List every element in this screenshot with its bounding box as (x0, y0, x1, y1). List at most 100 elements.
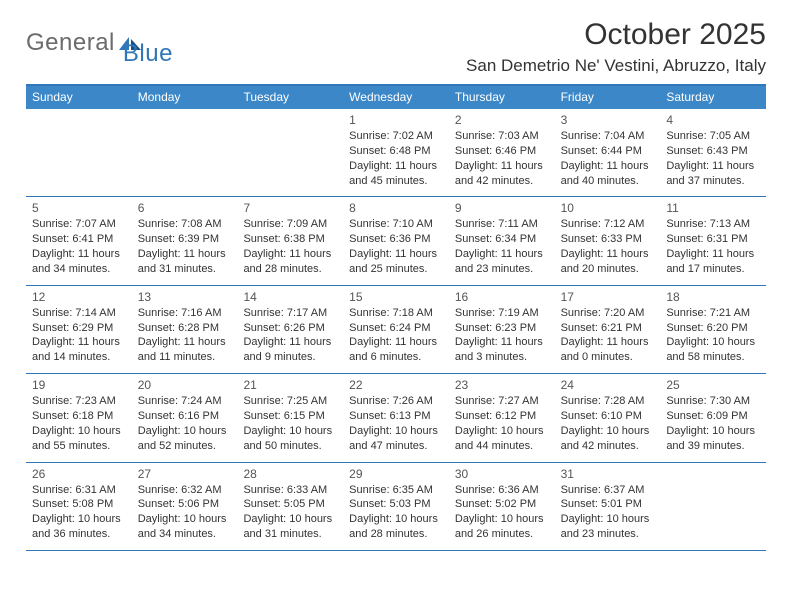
daylight-line: Daylight: 10 hours (243, 424, 336, 439)
sunrise-line: Sunrise: 7:14 AM (32, 306, 125, 321)
daylight-line: Daylight: 11 hours (138, 335, 231, 350)
sunset-line: Sunset: 6:48 PM (349, 144, 442, 159)
sunrise-line: Sunrise: 7:23 AM (32, 394, 125, 409)
daylight-line: and 3 minutes. (455, 350, 548, 365)
day-cell: 4Sunrise: 7:05 AMSunset: 6:43 PMDaylight… (660, 109, 766, 196)
sunrise-line: Sunrise: 7:04 AM (561, 129, 654, 144)
day-number: 13 (138, 290, 231, 304)
daylight-line: Daylight: 10 hours (32, 424, 125, 439)
day-number: 19 (32, 378, 125, 392)
day-cell: 3Sunrise: 7:04 AMSunset: 6:44 PMDaylight… (555, 109, 661, 196)
day-cell: 7 Sunrise: 7:09 AMSunset: 6:38 PMDaylight… (237, 197, 343, 284)
sunset-line: Sunset: 6:38 PM (243, 232, 336, 247)
daylight-line: and 14 minutes. (32, 350, 125, 365)
daylight-line: and 40 minutes. (561, 174, 654, 189)
sunset-line: Sunset: 6:15 PM (243, 409, 336, 424)
day-number: 1 (349, 113, 442, 127)
daylight-line: Daylight: 11 hours (455, 247, 548, 262)
daylight-line: and 36 minutes. (32, 527, 125, 542)
daylight-line: Daylight: 11 hours (561, 159, 654, 174)
day-cell: 10Sunrise: 7:12 AMSunset: 6:33 PMDayligh… (555, 197, 661, 284)
day-number: 21 (243, 378, 336, 392)
daylight-line: and 42 minutes. (455, 174, 548, 189)
daylight-line: Daylight: 11 hours (349, 159, 442, 174)
day-number: 10 (561, 201, 654, 215)
day-cell: 2Sunrise: 7:03 AMSunset: 6:46 PMDaylight… (449, 109, 555, 196)
sunset-line: Sunset: 6:21 PM (561, 321, 654, 336)
daylight-line: and 25 minutes. (349, 262, 442, 277)
day-cell: 5Sunrise: 7:07 AMSunset: 6:41 PMDaylight… (26, 197, 132, 284)
sunset-line: Sunset: 6:34 PM (455, 232, 548, 247)
daylight-line: Daylight: 11 hours (32, 335, 125, 350)
daylight-line: and 6 minutes. (349, 350, 442, 365)
sunrise-line: Sunrise: 7:07 AM (32, 217, 125, 232)
location-label: San Demetrio Ne' Vestini, Abruzzo, Italy (466, 56, 766, 76)
day-cell: 14Sunrise: 7:17 AMSunset: 6:26 PMDayligh… (237, 286, 343, 373)
day-cell: 12Sunrise: 7:14 AMSunset: 6:29 PMDayligh… (26, 286, 132, 373)
day-cell: 25Sunrise: 7:30 AMSunset: 6:09 PMDayligh… (660, 374, 766, 461)
day-number: 23 (455, 378, 548, 392)
daylight-line: Daylight: 10 hours (349, 512, 442, 527)
sunrise-line: Sunrise: 7:26 AM (349, 394, 442, 409)
sunset-line: Sunset: 6:26 PM (243, 321, 336, 336)
sunrise-line: Sunrise: 7:11 AM (455, 217, 548, 232)
day-cell: 22Sunrise: 7:26 AMSunset: 6:13 PMDayligh… (343, 374, 449, 461)
daylight-line: Daylight: 11 hours (666, 159, 759, 174)
day-number: 7 (243, 201, 336, 215)
month-title: October 2025 (466, 18, 766, 52)
weekday-header: Monday (132, 86, 238, 109)
sunset-line: Sunset: 6:28 PM (138, 321, 231, 336)
daylight-line: and 34 minutes. (32, 262, 125, 277)
daylight-line: and 28 minutes. (243, 262, 336, 277)
sunrise-line: Sunrise: 7:16 AM (138, 306, 231, 321)
sunrise-line: Sunrise: 6:36 AM (455, 483, 548, 498)
sunrise-line: Sunrise: 6:31 AM (32, 483, 125, 498)
sunrise-line: Sunrise: 7:24 AM (138, 394, 231, 409)
day-cell: 17Sunrise: 7:20 AMSunset: 6:21 PMDayligh… (555, 286, 661, 373)
weekday-header: Thursday (449, 86, 555, 109)
day-number: 2 (455, 113, 548, 127)
sunrise-line: Sunrise: 7:08 AM (138, 217, 231, 232)
sunrise-line: Sunrise: 7:19 AM (455, 306, 548, 321)
week-row: 19Sunrise: 7:23 AMSunset: 6:18 PMDayligh… (26, 374, 766, 462)
daylight-line: Daylight: 11 hours (243, 247, 336, 262)
day-cell: 13 Sunrise: 7:16 AMSunset: 6:28 PMDayligh… (132, 286, 238, 373)
daylight-line: and 55 minutes. (32, 439, 125, 454)
daylight-line: Daylight: 10 hours (455, 424, 548, 439)
day-cell: 15Sunrise: 7:18 AMSunset: 6:24 PMDayligh… (343, 286, 449, 373)
sunrise-line: Sunrise: 7:09 AM (243, 217, 336, 232)
sunrise-line: Sunrise: 7:21 AM (666, 306, 759, 321)
day-number: 29 (349, 467, 442, 481)
day-number: 9 (455, 201, 548, 215)
day-number: 11 (666, 201, 759, 215)
brand-logo: General Blue (26, 18, 173, 68)
daylight-line: Daylight: 11 hours (561, 247, 654, 262)
sunset-line: Sunset: 6:39 PM (138, 232, 231, 247)
brand-text-blue: Blue (123, 40, 173, 68)
week-row: 26Sunrise: 6:31 AMSunset: 5:08 PMDayligh… (26, 463, 766, 551)
sunset-line: Sunset: 6:31 PM (666, 232, 759, 247)
day-number: 28 (243, 467, 336, 481)
sunset-line: Sunset: 6:46 PM (455, 144, 548, 159)
day-cell: 19Sunrise: 7:23 AMSunset: 6:18 PMDayligh… (26, 374, 132, 461)
daylight-line: and 52 minutes. (138, 439, 231, 454)
day-cell: 24Sunrise: 7:28 AMSunset: 6:10 PMDayligh… (555, 374, 661, 461)
daylight-line: and 45 minutes. (349, 174, 442, 189)
day-number: 5 (32, 201, 125, 215)
day-number: 15 (349, 290, 442, 304)
daylight-line: and 23 minutes. (455, 262, 548, 277)
daylight-line: Daylight: 11 hours (349, 335, 442, 350)
daylight-line: and 58 minutes. (666, 350, 759, 365)
calendar: Sunday Monday Tuesday Wednesday Thursday… (26, 84, 766, 551)
daylight-line: Daylight: 10 hours (138, 424, 231, 439)
day-number: 22 (349, 378, 442, 392)
daylight-line: Daylight: 10 hours (243, 512, 336, 527)
sunrise-line: Sunrise: 7:03 AM (455, 129, 548, 144)
sunrise-line: Sunrise: 7:27 AM (455, 394, 548, 409)
daylight-line: and 31 minutes. (243, 527, 336, 542)
daylight-line: Daylight: 10 hours (455, 512, 548, 527)
daylight-line: and 31 minutes. (138, 262, 231, 277)
daylight-line: and 26 minutes. (455, 527, 548, 542)
sunrise-line: Sunrise: 6:33 AM (243, 483, 336, 498)
daylight-line: and 42 minutes. (561, 439, 654, 454)
